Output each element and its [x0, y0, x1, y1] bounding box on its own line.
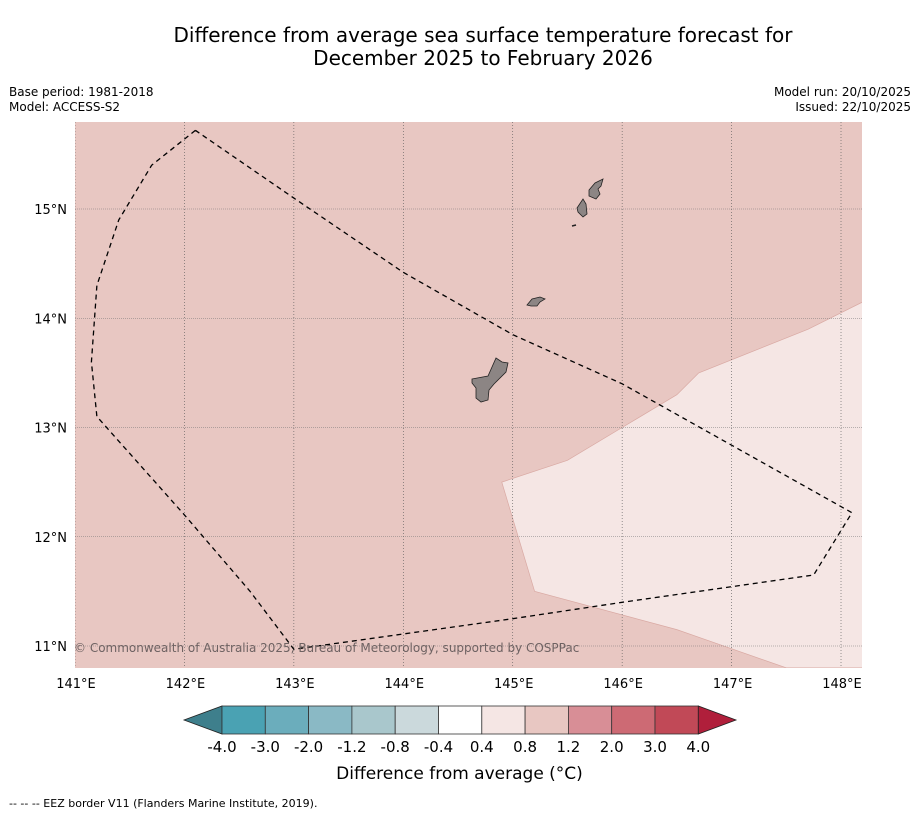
colorbar-segment	[394, 705, 439, 735]
colorbar-segment	[481, 705, 526, 735]
island-tinian	[576, 198, 588, 218]
island-saipan	[588, 178, 604, 200]
colorbar-segment	[654, 705, 699, 735]
issued-date: Issued: 22/10/2025	[795, 100, 911, 114]
title-line-2: December 2025 to February 2026	[313, 46, 653, 70]
anomaly-region-0.4-0.8	[501, 301, 862, 668]
colorbar-segment	[524, 705, 569, 735]
y-tick-label: 11°N	[34, 640, 67, 655]
colorbar-tick-label: 2.0	[600, 738, 624, 756]
colorbar-tick-label: -1.2	[337, 738, 366, 756]
colorbar: -4.0 -3.0 -2.0 -1.2 -0.8 -0.4 0.4 0.8 1.2 2.0 3.0 4…	[182, 705, 738, 756]
model-name: Model: ACCESS-S2	[9, 100, 121, 114]
x-tick-label: 145°E	[494, 677, 534, 692]
colorbar-segment	[438, 705, 483, 735]
colorbar-segment	[568, 705, 613, 735]
colorbar-tick-label: 0.8	[513, 738, 537, 756]
base-period: Base period: 1981-2018	[9, 85, 154, 99]
islands	[471, 178, 604, 403]
colorbar-segment	[351, 705, 396, 735]
colorbar-tick-label: 4.0	[686, 738, 710, 756]
y-tick-label: 14°N	[34, 312, 67, 327]
eez-footnote: -- -- -- EEZ border V11 (Flanders Marine…	[9, 797, 318, 810]
y-tick-label: 13°N	[34, 422, 67, 437]
colorbar-tick-label: -4.0	[207, 738, 236, 756]
y-tick-label: 15°N	[34, 203, 67, 218]
colorbar-segment	[221, 705, 266, 735]
colorbar-tick-label: -2.0	[294, 738, 323, 756]
colorbar-tick-label: 0.4	[470, 738, 494, 756]
gridlines	[75, 122, 862, 668]
model-run: Model run: 20/10/2025	[773, 85, 911, 99]
chart-title: Difference from average sea surface temp…	[0, 24, 919, 70]
colorbar-label: Difference from average (°C)	[336, 764, 583, 784]
colorbar-tick-label: -0.8	[381, 738, 410, 756]
island-rota	[526, 296, 546, 307]
island-aguijan	[571, 224, 577, 227]
meta-left: Base period: 1981-2018 Model: ACCESS-S2	[9, 85, 154, 115]
colorbar-segment	[308, 705, 353, 735]
colorbar-segment	[264, 705, 309, 735]
colorbar-tick-label: 3.0	[643, 738, 667, 756]
y-tick-label: 12°N	[34, 531, 67, 546]
x-tick-label: 147°E	[713, 677, 753, 692]
meta-right: Model run: 20/10/2025 Issued: 22/10/2025	[774, 85, 911, 115]
colorbar-segment	[611, 705, 656, 735]
x-tick-label: 142°E	[166, 677, 206, 692]
island-guam	[471, 357, 509, 403]
copyright-text: © Commonwealth of Australia 2025, Bureau…	[74, 641, 580, 655]
x-tick-label: 148°E	[822, 677, 862, 692]
colorbar-under-arrow	[182, 705, 223, 735]
x-tick-label: 143°E	[275, 677, 315, 692]
colorbar-tick-label: 1.2	[556, 738, 580, 756]
x-tick-label: 141°E	[56, 677, 96, 692]
colorbar-over-arrow	[697, 705, 738, 735]
colorbar-tick-label: -0.4	[424, 738, 453, 756]
x-tick-label: 146°E	[603, 677, 643, 692]
x-tick-labels: 141°E 142°E 143°E 144°E 145°E 146°E 147°E 148°E	[56, 677, 862, 692]
colorbar-tick-label: -3.0	[251, 738, 280, 756]
title-line-1: Difference from average sea surface temp…	[173, 23, 793, 47]
y-tick-labels: 15°N 14°N 13°N 12°N 11°N	[34, 203, 67, 655]
x-tick-label: 144°E	[385, 677, 425, 692]
